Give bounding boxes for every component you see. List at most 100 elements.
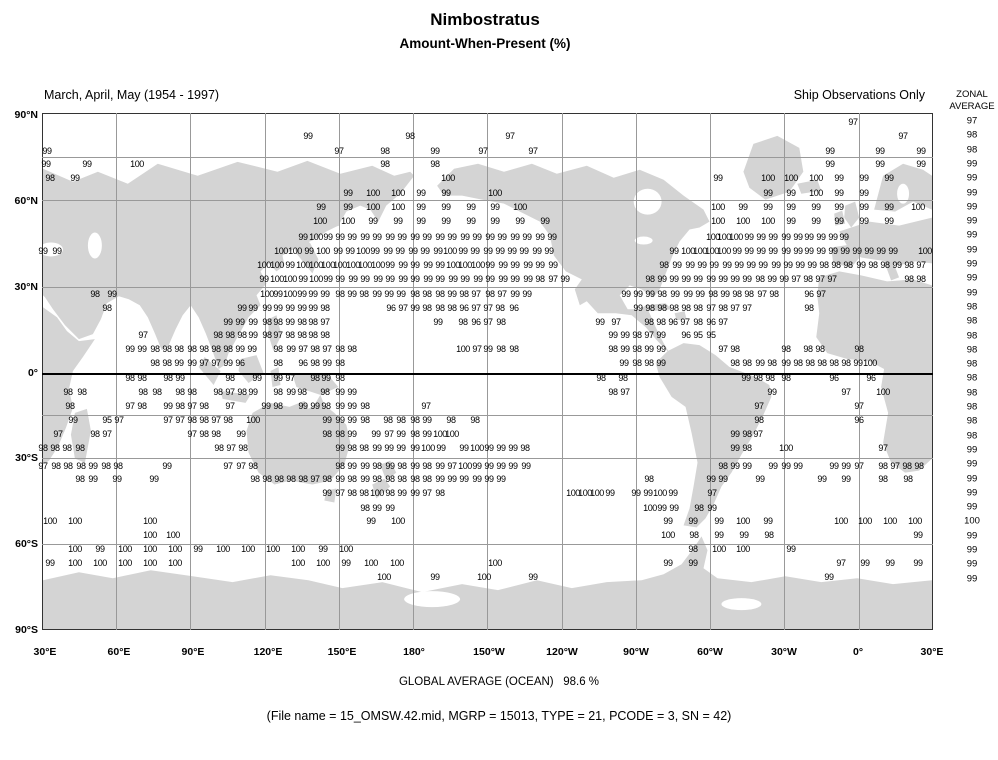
- grid-value: 99: [441, 188, 451, 198]
- grid-value: 100: [761, 216, 775, 226]
- grid-value: 99: [621, 289, 631, 299]
- grid-value: 99: [335, 274, 345, 284]
- grid-value: 99: [693, 274, 703, 284]
- grid-value: 100: [443, 246, 457, 256]
- grid-value: 98: [764, 530, 774, 540]
- grid-value: 99: [633, 303, 643, 313]
- zonal-average-value: 99: [966, 244, 978, 256]
- longitude-gridline: [339, 113, 340, 630]
- grid-value: 99: [298, 232, 308, 242]
- grid-value: 98: [101, 461, 111, 471]
- grid-value: 96: [866, 373, 876, 383]
- grid-value: 100: [366, 202, 380, 212]
- grid-value: 100: [377, 572, 391, 582]
- grid-value: 98: [435, 488, 445, 498]
- grid-value: 98: [435, 289, 445, 299]
- zonal-average-value: 99: [966, 272, 978, 284]
- grid-value: 99: [744, 246, 754, 256]
- grid-value: 99: [318, 544, 328, 554]
- zonal-average-value: 98: [966, 358, 978, 370]
- grid-value: 99: [742, 274, 752, 284]
- zonal-average-value: 98: [966, 144, 978, 156]
- grid-value: 99: [322, 415, 332, 425]
- grid-value: 98: [732, 289, 742, 299]
- grid-value: 100: [578, 488, 592, 498]
- grid-value: 99: [669, 274, 679, 284]
- grid-value: 98: [385, 488, 395, 498]
- grid-value: 97: [478, 146, 488, 156]
- grid-value: 98: [297, 317, 307, 327]
- grid-value: 99: [825, 159, 835, 169]
- grid-value: 99: [718, 274, 728, 284]
- grid-value: 100: [356, 246, 370, 256]
- grid-value: 98: [225, 330, 235, 340]
- grid-value: 99: [273, 303, 283, 313]
- grid-value: 98: [644, 358, 654, 368]
- grid-value: 98: [485, 289, 495, 299]
- grid-value: 97: [854, 401, 864, 411]
- grid-value: 97: [114, 415, 124, 425]
- grid-value: 100: [876, 387, 890, 397]
- grid-value: 100: [590, 488, 604, 498]
- grid-value: 99: [811, 202, 821, 212]
- grid-value: 97: [505, 131, 515, 141]
- grid-value: 99: [397, 488, 407, 498]
- grid-value: 98: [137, 373, 147, 383]
- grid-value: 99: [771, 260, 781, 270]
- grid-value: 99: [852, 246, 862, 256]
- grid-value: 99: [41, 159, 51, 169]
- grid-value: 99: [347, 401, 357, 411]
- grid-value: 98: [321, 401, 331, 411]
- grid-value: 98: [410, 429, 420, 439]
- grid-value: 99: [347, 387, 357, 397]
- grid-value: 99: [45, 558, 55, 568]
- grid-value: 99: [730, 443, 740, 453]
- grid-value: 98: [77, 387, 87, 397]
- grid-value: 99: [416, 202, 426, 212]
- lat-tick-label: 60°S: [15, 538, 38, 550]
- grid-value: 99: [372, 503, 382, 513]
- grid-value: 98: [596, 373, 606, 383]
- grid-value: 98: [359, 488, 369, 498]
- grid-value: 100: [166, 530, 180, 540]
- grid-value: 99: [840, 246, 850, 256]
- longitude-gridline: [859, 113, 860, 630]
- grid-value: 100: [143, 530, 157, 540]
- grid-value: 98: [162, 358, 172, 368]
- zonal-header-line1: ZONAL: [956, 89, 988, 100]
- grid-value: 99: [52, 246, 62, 256]
- grid-value: 96: [459, 303, 469, 313]
- grid-value: 98: [347, 474, 357, 484]
- grid-value: 98: [238, 443, 248, 453]
- grid-value: 100: [68, 558, 82, 568]
- grid-value: 99: [884, 173, 894, 183]
- grid-value: 99: [285, 317, 295, 327]
- grid-value: 98: [90, 429, 100, 439]
- grid-value: 100: [653, 488, 667, 498]
- grid-value: 99: [841, 474, 851, 484]
- grid-value: 100: [458, 260, 472, 270]
- grid-value: 100: [296, 260, 310, 270]
- grid-value: 98: [730, 358, 740, 368]
- grid-value: 99: [657, 274, 667, 284]
- grid-value: 98: [320, 387, 330, 397]
- zonal-average-value: 99: [966, 201, 978, 213]
- grid-value: 97: [753, 429, 763, 439]
- grid-value: 98: [868, 260, 878, 270]
- grid-value: 99: [447, 232, 457, 242]
- grid-value: 100: [371, 260, 385, 270]
- grid-value: 97: [471, 303, 481, 313]
- lon-tick-label: 30°E: [920, 646, 944, 658]
- grid-value: 97: [335, 488, 345, 498]
- grid-value: 97: [827, 274, 837, 284]
- grid-value: 99: [252, 373, 262, 383]
- grid-value: 98: [360, 401, 370, 411]
- grid-value: 99: [345, 246, 355, 256]
- grid-value: 99: [859, 216, 869, 226]
- grid-value: 98: [854, 344, 864, 354]
- grid-value: 99: [372, 289, 382, 299]
- grid-value: 99: [347, 429, 357, 439]
- grid-value: 99: [193, 544, 203, 554]
- lat-tick-label: 90°S: [15, 624, 38, 636]
- page-title: Nimbostratus: [430, 10, 540, 29]
